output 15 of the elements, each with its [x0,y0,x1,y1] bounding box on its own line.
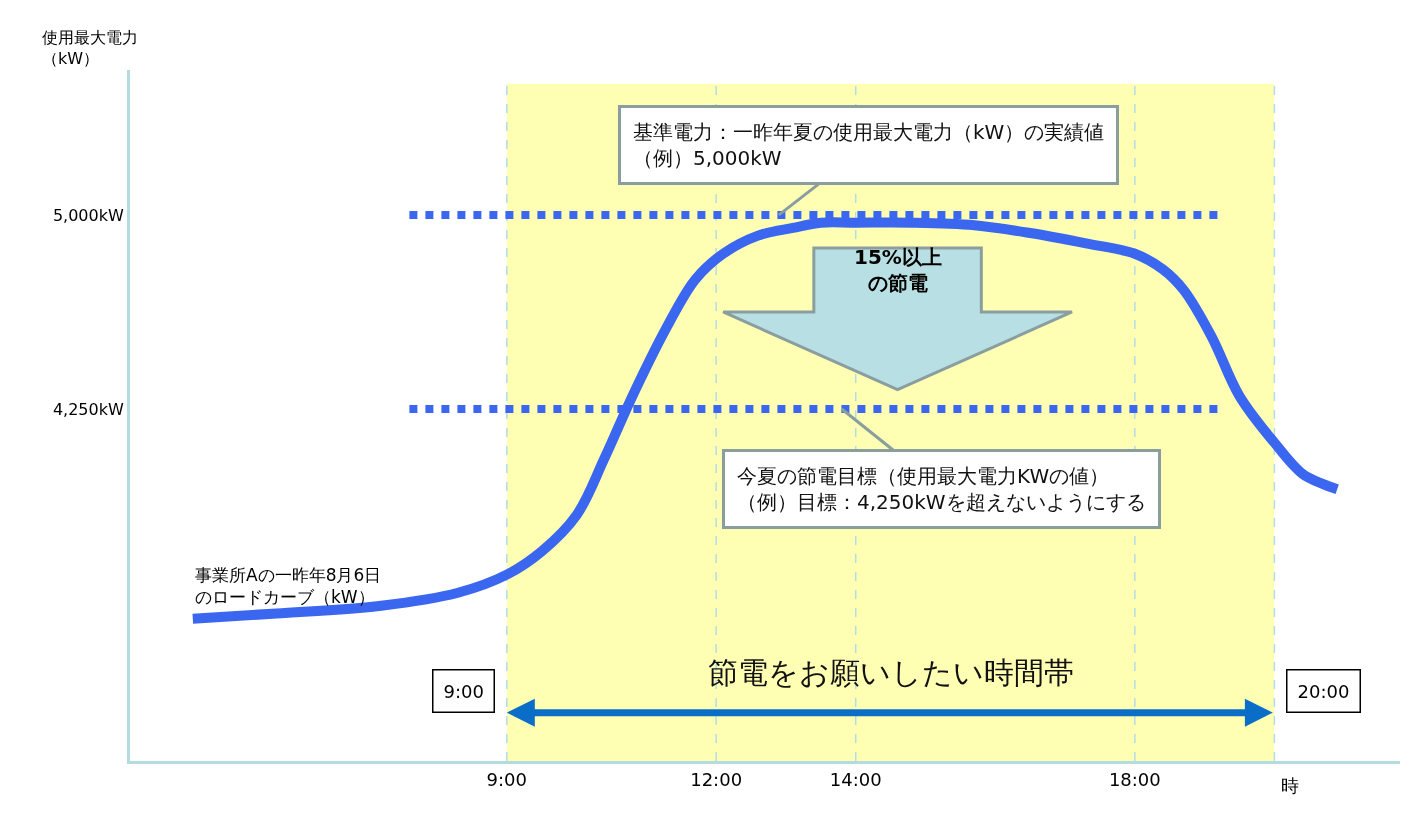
annotation: 15%以上の節電 [854,245,942,295]
x-axis-title: 時 [1281,775,1299,796]
annotation: 今夏の節電目標（使用最大電力KWの値）（例）目標：4,250kWを超えないようにする [737,464,1146,514]
y-tick-label: 4,250kW [52,399,124,419]
x-tick-label: 9:00 [486,768,528,790]
x-tick-label: 12:00 [690,768,743,790]
ref-line-label: 9:00 [443,680,484,702]
ref-line-label: 20:00 [1297,680,1350,702]
x-tick-label: 18:00 [1108,768,1161,790]
band-label: 節電をお願いしたい時間帯 [708,655,1074,690]
x-tick-label: 14:00 [829,768,882,790]
y-tick-label: 5,000kW [52,205,124,225]
series-label: 事業所Aの一昨年8月6日のロードカーブ（kW） [195,565,382,608]
annotation: 基準電力：一昨年夏の使用最大電力（kW）の実績値（例）5,000kW [633,120,1105,170]
y-axis-title: 使用最大電力（kW） [42,28,138,68]
